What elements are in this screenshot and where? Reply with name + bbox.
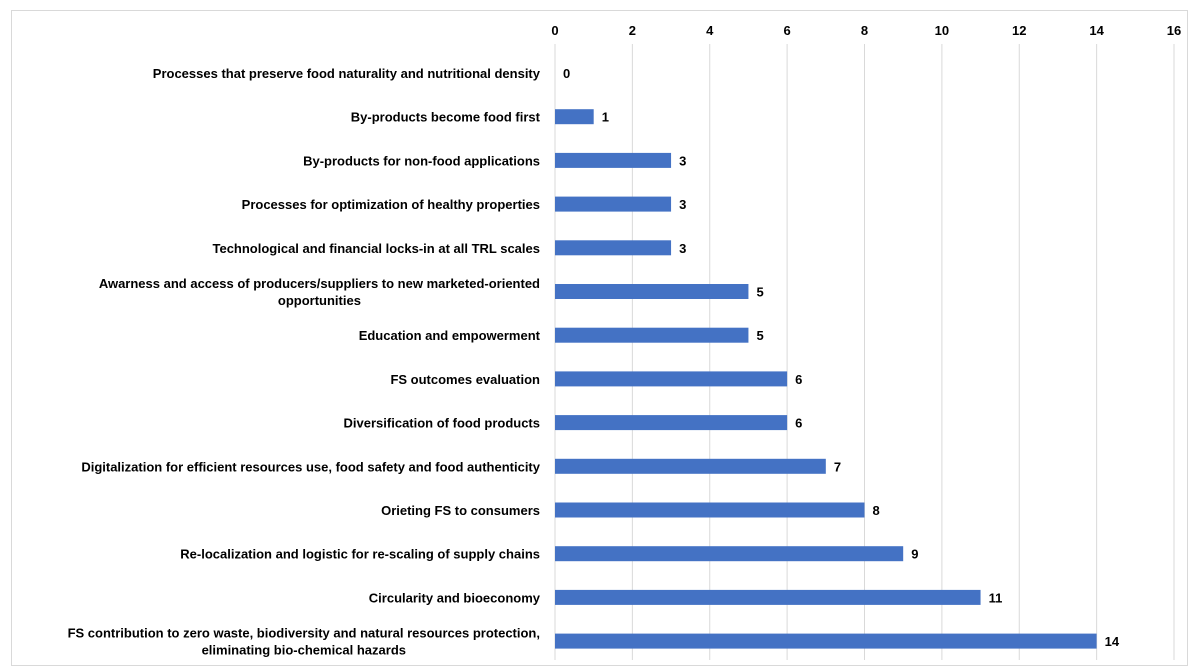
category-label: Circularity and bioeconomy <box>369 590 541 605</box>
bar <box>555 371 788 387</box>
x-tick-label: 6 <box>784 23 791 38</box>
data-label: 5 <box>756 285 763 300</box>
data-label: 3 <box>679 153 686 168</box>
data-label: 8 <box>873 503 880 518</box>
data-label: 14 <box>1105 634 1120 649</box>
data-label: 9 <box>911 547 918 562</box>
bar <box>555 589 981 605</box>
category-label: Awarness and access of producers/supplie… <box>99 276 540 308</box>
category-labels: Processes that preserve food naturality … <box>68 66 541 658</box>
data-label: 6 <box>795 416 802 431</box>
data-label: 0 <box>563 66 570 81</box>
bar <box>555 240 672 256</box>
category-label: Re-localization and logistic for re-scal… <box>180 547 540 562</box>
data-label: 3 <box>679 197 686 212</box>
category-label: FS contribution to zero waste, biodivers… <box>68 626 540 658</box>
category-label: Technological and financial locks-in at … <box>212 241 540 256</box>
data-label: 5 <box>756 328 763 343</box>
bar <box>555 546 904 562</box>
category-label: Processes for optimization of healthy pr… <box>242 197 540 212</box>
category-label: By-products become food first <box>351 110 541 125</box>
category-label: Processes that preserve food naturality … <box>153 66 541 81</box>
x-tick-label: 16 <box>1167 23 1181 38</box>
bar <box>555 633 1097 649</box>
category-label: Orieting FS to consumers <box>381 503 540 518</box>
bar <box>555 502 865 518</box>
bar <box>555 196 672 212</box>
data-label: 11 <box>989 590 1003 605</box>
data-label: 7 <box>834 459 841 474</box>
x-tick-label: 10 <box>935 23 949 38</box>
x-tick-label: 8 <box>861 23 868 38</box>
x-tick-label: 12 <box>1012 23 1026 38</box>
bar <box>555 458 826 474</box>
bar <box>555 109 594 125</box>
category-label: Education and empowerment <box>359 328 541 343</box>
category-label: By-products for non-food applications <box>303 153 540 168</box>
bar <box>555 415 788 431</box>
category-label: Diversification of food products <box>344 416 540 431</box>
bars <box>555 109 1097 649</box>
bar <box>555 284 749 299</box>
x-tick-label: 2 <box>629 23 636 38</box>
data-label: 6 <box>795 372 802 387</box>
bar <box>555 152 672 168</box>
bar <box>555 327 749 343</box>
category-label: Digitalization for efficient resources u… <box>81 459 540 474</box>
gridlines <box>554 44 1175 660</box>
data-labels: 0 1 3 3 3 5 5 6 6 7 8 9 11 14 <box>563 66 1120 649</box>
data-label: 3 <box>679 241 686 256</box>
x-tick-label: 14 <box>1089 23 1104 38</box>
x-tick-label: 0 <box>551 23 558 38</box>
x-tick-label: 4 <box>706 23 714 38</box>
data-label: 1 <box>602 110 609 125</box>
category-label: FS outcomes evaluation <box>390 372 540 387</box>
x-axis-ticks: 0 2 4 6 8 10 12 14 16 <box>551 23 1181 38</box>
